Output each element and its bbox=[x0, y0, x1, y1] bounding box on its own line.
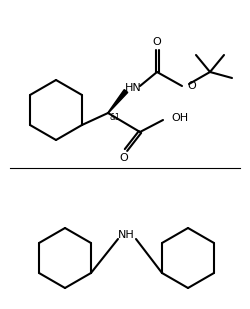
Text: OH: OH bbox=[171, 113, 188, 123]
Text: NH: NH bbox=[118, 230, 134, 240]
Text: O: O bbox=[120, 153, 128, 163]
Text: O: O bbox=[187, 81, 196, 91]
Text: O: O bbox=[152, 37, 162, 47]
Polygon shape bbox=[108, 90, 128, 113]
Text: &1: &1 bbox=[110, 112, 120, 121]
Text: HN: HN bbox=[124, 83, 142, 93]
